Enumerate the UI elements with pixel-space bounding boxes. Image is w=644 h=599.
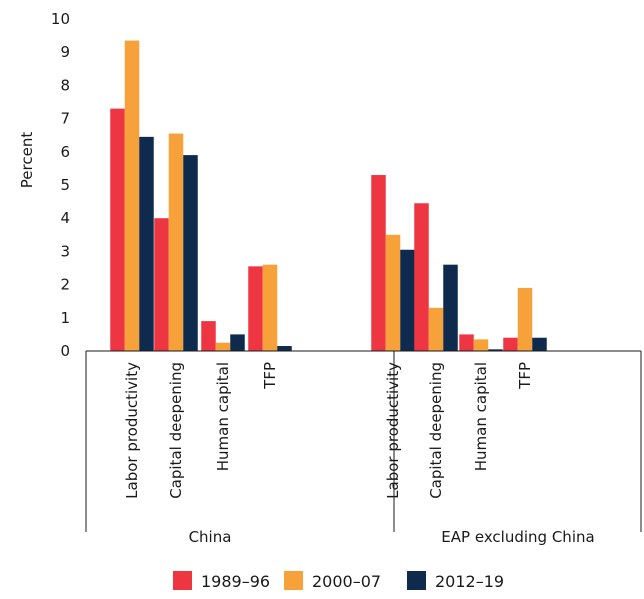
bar bbox=[168, 133, 184, 351]
bar bbox=[428, 307, 444, 351]
group-label: China bbox=[189, 528, 232, 546]
y-axis-label: Percent bbox=[18, 132, 36, 189]
bar bbox=[488, 349, 503, 351]
legend: 1989–96 2000–07 2012–19 bbox=[173, 571, 504, 591]
category-label: Human capital bbox=[472, 362, 490, 471]
bar bbox=[385, 234, 401, 351]
y-tick-label: 4 bbox=[60, 209, 70, 227]
bars bbox=[110, 40, 547, 351]
y-tick-label: 8 bbox=[60, 76, 70, 94]
bar bbox=[371, 175, 386, 351]
legend-swatch bbox=[173, 571, 192, 590]
bar bbox=[414, 203, 429, 351]
bar bbox=[201, 321, 216, 351]
y-tick-label: 9 bbox=[60, 43, 70, 61]
y-tick-label: 5 bbox=[60, 176, 70, 194]
category-label: Labor productivity bbox=[384, 362, 402, 499]
bar bbox=[459, 334, 474, 351]
group-label: EAP excluding China bbox=[441, 528, 594, 546]
bar bbox=[262, 264, 278, 351]
category-label: TFP bbox=[516, 362, 534, 390]
bar bbox=[139, 136, 154, 351]
bar bbox=[473, 339, 489, 351]
bar bbox=[277, 346, 292, 351]
bar bbox=[183, 155, 198, 351]
y-tick-label: 2 bbox=[60, 276, 70, 294]
legend-label: 2012–19 bbox=[435, 572, 504, 591]
bar bbox=[517, 287, 533, 351]
bar bbox=[248, 266, 263, 351]
category-label: Capital deepening bbox=[167, 362, 185, 499]
legend-swatch bbox=[407, 571, 426, 590]
y-axis-ticks: 0 1 2 3 4 5 6 7 8 9 10 bbox=[51, 10, 70, 360]
y-tick-label: 10 bbox=[51, 10, 70, 28]
y-tick-label: 0 bbox=[60, 342, 70, 360]
bar bbox=[154, 218, 169, 351]
bar bbox=[230, 334, 245, 351]
bar bbox=[532, 337, 547, 351]
legend-label: 1989–96 bbox=[201, 572, 270, 591]
bar bbox=[110, 108, 125, 351]
category-label: Human capital bbox=[214, 362, 232, 471]
y-tick-label: 6 bbox=[60, 143, 70, 161]
bar bbox=[503, 337, 518, 351]
category-label: Labor productivity bbox=[123, 362, 141, 499]
legend-label: 2000–07 bbox=[312, 572, 381, 591]
legend-swatch bbox=[284, 571, 303, 590]
y-tick-label: 3 bbox=[60, 242, 70, 260]
x-axis: Labor productivity Capital deepening Human… bbox=[85, 350, 642, 546]
y-tick-label: 7 bbox=[60, 110, 70, 128]
bar bbox=[124, 40, 140, 351]
bar bbox=[443, 264, 458, 351]
category-label: Capital deepening bbox=[427, 362, 445, 499]
category-label: TFP bbox=[261, 362, 279, 390]
bar bbox=[400, 249, 415, 351]
bar bbox=[215, 342, 231, 351]
y-tick-label: 1 bbox=[60, 309, 70, 327]
